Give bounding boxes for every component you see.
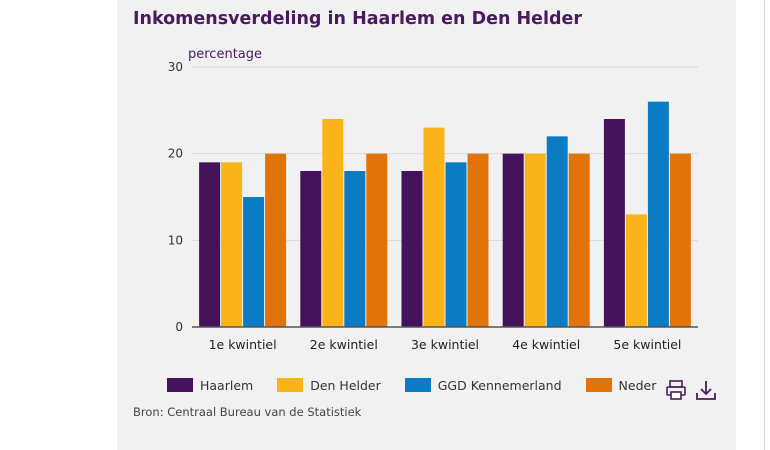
legend-label: Haarlem xyxy=(200,377,254,393)
x-tick-label: 2e kwintiel xyxy=(310,337,378,352)
bar xyxy=(199,162,221,327)
legend: Haarlem Den Helder GGD Kennemerland Nederla… xyxy=(167,377,657,393)
bar xyxy=(265,153,287,327)
download-button[interactable] xyxy=(694,378,718,402)
bar xyxy=(502,153,524,327)
bar xyxy=(445,162,467,327)
bar xyxy=(467,153,489,327)
bar xyxy=(647,101,669,328)
bar xyxy=(366,153,388,327)
x-tick-label: 4e kwintiel xyxy=(512,337,580,352)
bar xyxy=(401,171,423,327)
x-tick-label: 1e kwintiel xyxy=(209,337,277,352)
chart-title: Inkomensverdeling in Haarlem en Den Held… xyxy=(133,9,583,29)
bar xyxy=(300,171,322,327)
legend-swatch xyxy=(404,378,431,392)
bar xyxy=(524,153,546,327)
y-tick-label: 30 xyxy=(168,60,183,74)
bar xyxy=(322,119,344,327)
bar xyxy=(625,214,647,327)
legend-swatch xyxy=(585,378,612,392)
bar xyxy=(669,153,691,327)
print-icon xyxy=(666,380,686,400)
legend-swatch xyxy=(167,378,193,392)
bar xyxy=(344,171,366,327)
legend-label: Den Helder xyxy=(310,377,381,393)
legend-item[interactable]: GGD Kennemerland xyxy=(404,377,562,393)
bar xyxy=(603,119,625,327)
y-axis-label: percentage xyxy=(188,47,262,62)
bar xyxy=(568,153,590,327)
x-tick-label: 5e kwintiel xyxy=(613,337,681,352)
legend-item[interactable]: Haarlem xyxy=(167,378,253,393)
print-button[interactable] xyxy=(664,378,688,402)
x-tick-label: 3e kwintiel xyxy=(411,337,479,352)
y-tick-label: 0 xyxy=(175,320,183,334)
legend-item[interactable]: Nederland xyxy=(585,377,657,393)
legend-label: Nederland xyxy=(618,377,657,393)
bar xyxy=(423,127,445,328)
source-note: Bron: Centraal Bureau van de Statistiek xyxy=(133,405,362,419)
legend-item[interactable]: Den Helder xyxy=(277,378,381,393)
bar xyxy=(243,197,265,327)
legend-label: GGD Kennemerland xyxy=(437,377,562,393)
legend-swatch xyxy=(277,378,304,392)
bar xyxy=(546,136,568,327)
bar xyxy=(221,162,243,327)
y-tick-label: 10 xyxy=(168,233,183,247)
divider xyxy=(764,0,765,450)
y-tick-label: 20 xyxy=(168,147,183,161)
download-icon xyxy=(696,381,716,400)
